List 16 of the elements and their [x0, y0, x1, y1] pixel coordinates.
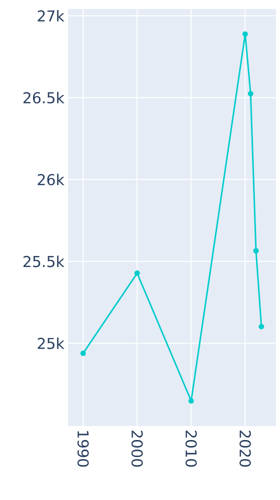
y-tick-label: 26.5k	[23, 92, 64, 104]
y-tick-label: 25.5k	[23, 256, 64, 268]
x-tick-label: 2000	[131, 430, 143, 467]
y-tick-label: 27k	[38, 10, 64, 22]
x-tick-label: 2010	[185, 430, 197, 467]
x-tick-label: 2020	[240, 430, 251, 467]
y-tick-label: 26k	[38, 174, 64, 186]
point	[188, 398, 194, 404]
point	[248, 90, 254, 96]
point	[258, 324, 264, 330]
point	[134, 270, 140, 276]
point	[242, 31, 248, 37]
y-tick-label: 25k	[38, 337, 64, 350]
point	[253, 248, 259, 254]
x-tick-label: 1990	[77, 431, 89, 467]
point	[80, 350, 86, 356]
